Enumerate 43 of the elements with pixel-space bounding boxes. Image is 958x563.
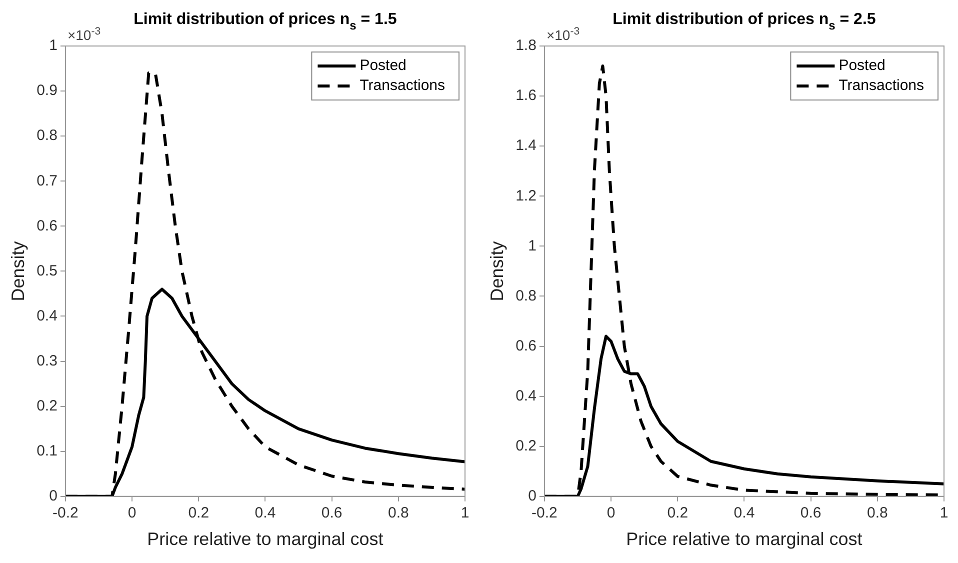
y-tick-label: 0.5 <box>36 262 58 280</box>
legend-label: Transactions <box>360 77 445 94</box>
x-tick-label: 0 <box>128 504 136 522</box>
y-tick-label: 0.8 <box>36 127 58 144</box>
y-tick-label: 0.8 <box>516 287 536 304</box>
y-tick-label: 1.6 <box>516 87 536 104</box>
x-tick-label: 1 <box>940 504 948 522</box>
y-tick-label: 0.2 <box>516 437 536 454</box>
x-tick-label: 0.8 <box>388 504 409 522</box>
x-tick-label: 0 <box>606 504 616 522</box>
y-tick-label: 0.6 <box>516 337 536 354</box>
y-tick-label: 0.1 <box>36 442 58 460</box>
y-tick-label: 0.4 <box>516 387 536 404</box>
y-axis-title: Density <box>8 241 28 302</box>
x-tick-label: 0.8 <box>866 504 888 522</box>
y-tick-label: 1 <box>528 237 536 254</box>
y-axis-title: Density <box>486 241 507 302</box>
y-tick-label: 1 <box>49 37 58 54</box>
x-tick-label: -0.2 <box>532 504 558 522</box>
y-tick-label: 0.6 <box>36 217 58 234</box>
y-tick-label: 0 <box>49 488 58 505</box>
y-tick-label: 1.4 <box>516 137 536 154</box>
y-tick-label: 1.8 <box>516 37 536 54</box>
y-tick-label: 0 <box>528 488 536 505</box>
x-tick-label: -0.2 <box>52 504 78 522</box>
y-tick-label: 1.2 <box>516 187 536 204</box>
y-tick-label: 0.2 <box>36 397 58 414</box>
legend-label: Transactions <box>838 77 924 94</box>
x-tick-label: 1 <box>460 504 470 522</box>
y-tick-label: 0.7 <box>36 172 58 190</box>
x-axis-title: Price relative to marginal cost <box>147 529 384 550</box>
x-tick-label: 0.4 <box>254 504 276 522</box>
y-tick-label: 0.4 <box>36 307 58 324</box>
x-axis-title: Price relative to marginal cost <box>626 529 862 550</box>
y-tick-label: 0.3 <box>36 352 58 370</box>
x-tick-label: 0.2 <box>667 504 688 522</box>
y-tick-label: 0.9 <box>36 82 58 100</box>
x-tick-label: 0.6 <box>800 504 822 522</box>
legend-label: Posted <box>838 57 886 74</box>
x-tick-label: 0.6 <box>321 504 342 522</box>
x-tick-label: 0.2 <box>188 504 210 522</box>
legend-label: Posted <box>360 57 406 74</box>
x-tick-label: 0.4 <box>734 504 755 522</box>
